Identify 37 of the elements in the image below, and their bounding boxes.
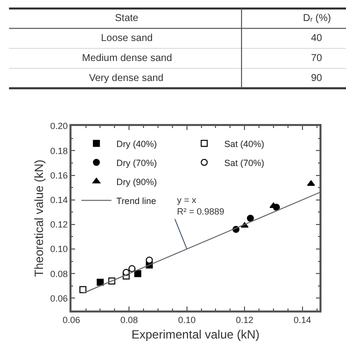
category-label: Very dense sand <box>89 73 164 84</box>
legend-label: Dry (90%) <box>116 176 157 187</box>
x-tick-label: 0.08 <box>120 315 138 326</box>
y-tick-label: 0.16 <box>50 170 68 180</box>
text: State <box>115 13 139 24</box>
point <box>307 180 316 186</box>
point <box>128 265 136 272</box>
y-axis-title: Theoretical value (kN) <box>32 160 46 277</box>
legend-label: Trend line <box>116 196 156 206</box>
legend-label: Sat (40%) <box>224 138 264 149</box>
y-tick-label: 0.18 <box>50 146 68 156</box>
category-label: Medium dense sand <box>82 53 172 64</box>
data-label: 40 <box>311 33 323 44</box>
point <box>96 278 104 286</box>
data-label: 70 <box>311 53 323 64</box>
y-tick-label: 0.10 <box>50 244 68 254</box>
point <box>134 270 142 278</box>
x-tick-label: 0.12 <box>236 315 254 326</box>
y-tick-label: 0.14 <box>50 194 68 205</box>
y-tick-label: 0.06 <box>50 293 68 304</box>
legend-label: Dry (70%) <box>116 158 157 168</box>
y-tick-label: 0.08 <box>50 268 68 279</box>
x-axis-title: Experimental value (kN) <box>132 327 260 342</box>
point <box>146 256 153 264</box>
x-tick-label: 0.10 <box>178 315 196 326</box>
text: Dᵣ (%) <box>303 13 331 24</box>
legend-label: Dry (40%) <box>116 138 157 149</box>
point <box>79 286 86 294</box>
data-label: 90 <box>311 73 323 84</box>
y-tick-label: 0.20 <box>50 121 68 132</box>
point <box>246 214 254 222</box>
x-tick-label: 0.14 <box>294 315 312 326</box>
x-tick-label: 0.06 <box>62 315 80 326</box>
category-label: Loose sand <box>101 33 153 44</box>
annotation: y = x R² = 0.9889 <box>177 195 224 217</box>
y-tick-label: 0.12 <box>50 220 68 230</box>
legend-label: Sat (70%) <box>224 158 264 168</box>
